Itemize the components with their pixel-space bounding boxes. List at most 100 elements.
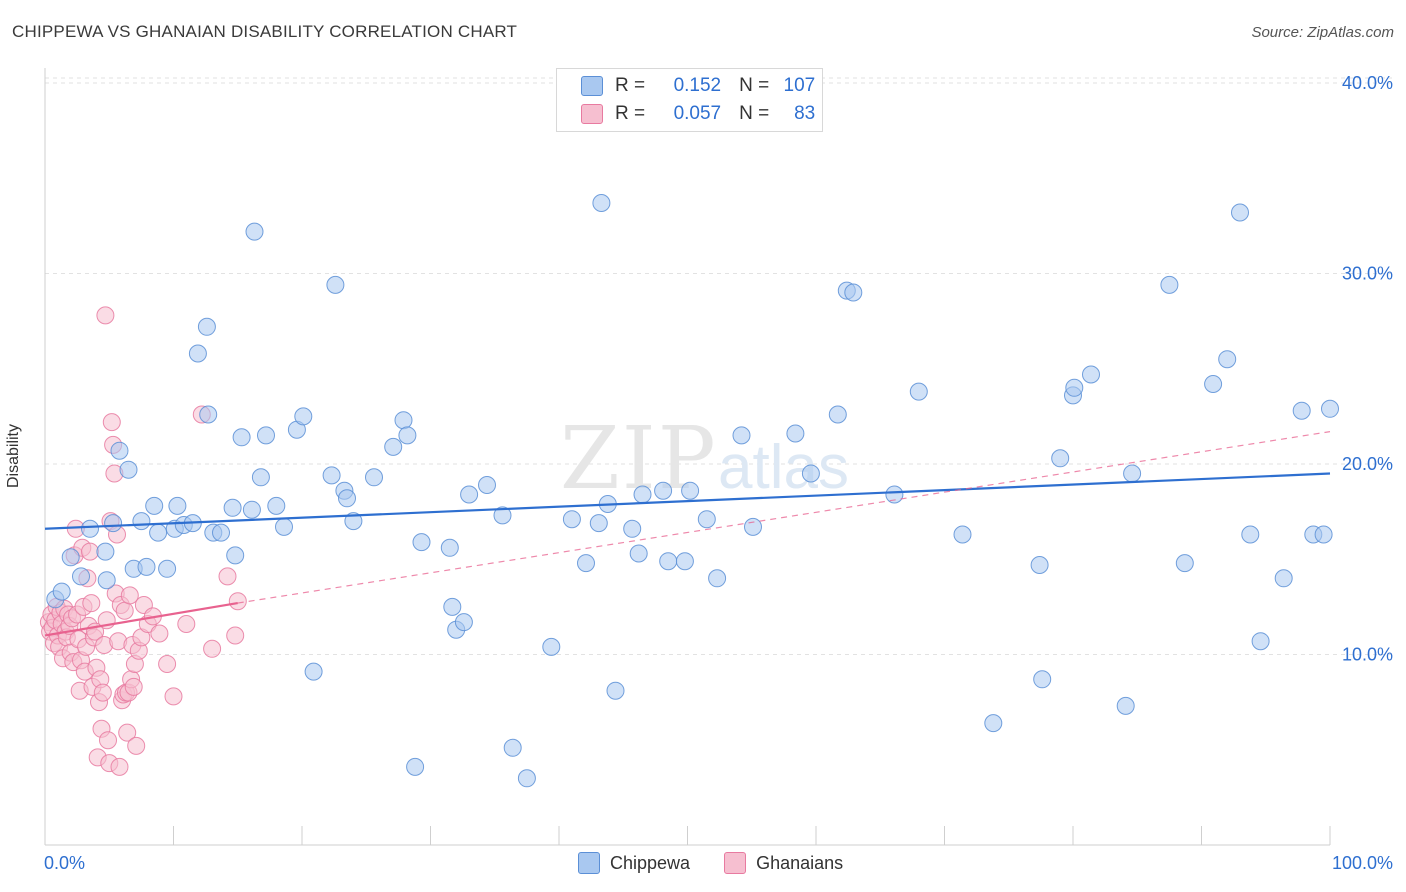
chippewa-point — [885, 485, 904, 504]
chippewa-point — [732, 426, 751, 445]
x-tick-label: 100.0% — [1332, 853, 1393, 873]
legend-n-value: 107 — [783, 75, 816, 96]
ghanaians-point — [81, 542, 99, 561]
ghanaians-point — [164, 687, 183, 706]
series-legend: Chippewa Ghanaians — [578, 852, 877, 874]
chippewa-point — [1123, 464, 1142, 483]
ghanaians-point — [177, 615, 196, 633]
chippewa-point — [326, 275, 345, 294]
chippewa-point — [1292, 401, 1311, 420]
y-tick-label: 40.0% — [1342, 73, 1393, 93]
series-label-chippewa: Chippewa — [610, 852, 691, 873]
chippewa-point — [1231, 203, 1249, 222]
legend-swatch-ghanaians — [581, 104, 603, 124]
y-tick-label: 20.0% — [1342, 454, 1393, 474]
legend-n-label: N = — [739, 103, 770, 124]
chippewa-point — [61, 548, 80, 567]
chippewa-point — [493, 506, 512, 525]
chippewa-point — [654, 481, 673, 500]
chippewa-point — [1314, 525, 1333, 544]
chippewa-point — [1033, 670, 1052, 689]
y-axis-label-wrap: Disability — [5, 424, 23, 488]
chippewa-point — [629, 544, 648, 563]
chippewa-point — [81, 519, 99, 538]
chippewa-point — [659, 552, 678, 571]
y-tick-label: 30.0% — [1342, 264, 1393, 284]
chippewa-point — [589, 514, 608, 533]
chippewa-point — [440, 538, 459, 557]
series-swatch-chippewa — [578, 852, 600, 874]
watermark-atlas: atlas — [718, 433, 849, 502]
ghanaians-point — [218, 567, 237, 586]
chippewa-points — [46, 194, 1339, 788]
x-tick-label: 0.0% — [44, 853, 85, 873]
ghanaians-point — [150, 624, 169, 643]
ghanaians-point — [118, 723, 137, 742]
chippewa-point — [1251, 632, 1270, 651]
chippewa-point — [675, 552, 694, 571]
chippewa-point — [801, 464, 820, 483]
chippewa-point — [338, 489, 356, 508]
chippewa-point — [212, 523, 230, 542]
chippewa-point — [577, 554, 595, 573]
chippewa-point — [197, 317, 216, 336]
legend-r-value: 0.057 — [673, 103, 722, 124]
chippewa-point — [245, 222, 264, 241]
series-legend-ghanaians: Ghanaians — [724, 852, 843, 874]
chippewa-point — [984, 714, 1003, 733]
chippewa-point — [104, 514, 123, 533]
chippewa-point — [96, 542, 115, 561]
chippewa-point — [1065, 378, 1084, 397]
legend-r-label: R = — [615, 75, 646, 96]
chippewa-point — [562, 510, 581, 529]
chippewa-point — [52, 582, 71, 601]
legend-row-chippewa: R = 0.152 N = 107 — [581, 74, 815, 98]
chippewa-point — [145, 496, 164, 515]
chippewa-point — [460, 485, 479, 504]
chippewa-point — [503, 738, 522, 757]
chippewa-point — [72, 567, 90, 586]
chippewa-point — [158, 559, 177, 578]
chippewa-point — [406, 757, 425, 776]
ghanaians-point — [99, 731, 117, 750]
ghanaians-point — [115, 601, 134, 620]
y-tick-label: 10.0% — [1342, 645, 1393, 665]
chippewa-point — [681, 481, 700, 500]
y-axis-label: Disability — [5, 423, 22, 489]
chippewa-point — [267, 496, 286, 515]
ghanaians-trend-line — [44, 601, 238, 637]
chippewa-point — [1204, 375, 1223, 393]
chippewa-point — [188, 344, 207, 363]
series-label-ghanaians: Ghanaians — [756, 852, 844, 873]
chippewa-point — [1241, 525, 1260, 544]
chippewa-point — [1160, 275, 1179, 294]
chippewa-point — [542, 637, 561, 656]
chippewa-point — [137, 557, 156, 576]
chart-title: CHIPPEWA VS GHANAIAN DISABILITY CORRELAT… — [12, 22, 518, 41]
ghanaians-point — [82, 594, 101, 613]
chippewa-point — [1030, 556, 1049, 574]
trend-lines — [44, 431, 1331, 637]
chippewa-point — [697, 510, 716, 529]
chippewa-point — [454, 613, 473, 632]
chippewa-point — [623, 519, 642, 538]
ghanaians-point — [226, 626, 245, 645]
ghanaians-point — [110, 757, 129, 776]
ghanaians-point — [203, 639, 222, 658]
legend-row-ghanaians: R = 0.057 N = 83 — [581, 102, 815, 126]
chippewa-point — [365, 468, 383, 487]
chippewa-point — [786, 424, 805, 443]
ghanaians-point — [102, 413, 121, 432]
chippewa-point — [275, 517, 293, 536]
chippewa-point — [1274, 569, 1293, 588]
chippewa-point — [606, 681, 625, 700]
chippewa-point — [110, 441, 129, 460]
chippewa-point — [443, 597, 462, 616]
chippewa-point — [744, 517, 762, 536]
chippewa-point — [232, 428, 251, 447]
ghanaians-point — [93, 683, 112, 702]
source-credit: Source: ZipAtlas.com — [1251, 24, 1394, 41]
ghanaians-point — [127, 736, 146, 755]
chippewa-point — [119, 460, 138, 479]
